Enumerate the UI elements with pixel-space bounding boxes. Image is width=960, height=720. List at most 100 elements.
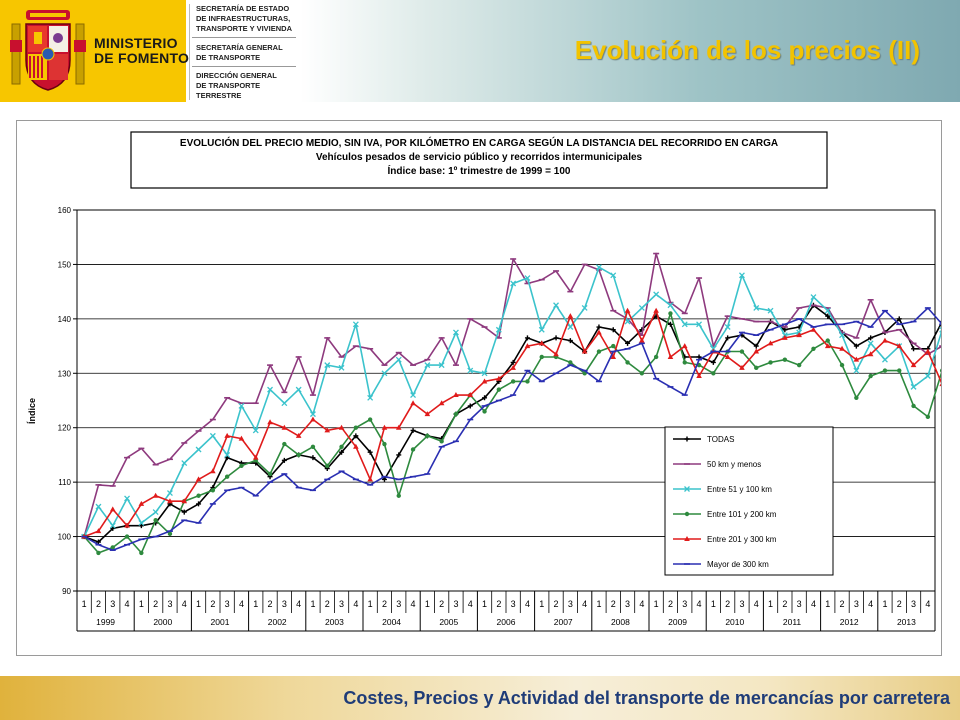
data-point — [581, 348, 588, 354]
data-point — [682, 360, 687, 365]
data-point — [95, 503, 102, 510]
quarter-label: 2 — [840, 599, 845, 609]
data-point — [367, 394, 374, 401]
data-point — [696, 373, 702, 379]
quarter-label: 2 — [611, 599, 616, 609]
quarter-label: 1 — [82, 599, 87, 609]
year-label: 2000 — [153, 617, 172, 627]
data-point — [209, 432, 216, 439]
data-point — [252, 454, 259, 460]
data-point — [939, 326, 941, 333]
data-point — [868, 373, 873, 379]
data-point — [382, 441, 387, 447]
footer-text: Costes, Precios y Actividad del transpor… — [343, 688, 950, 708]
data-point — [310, 444, 316, 449]
data-point — [395, 424, 402, 430]
quarter-label: 4 — [182, 599, 187, 609]
department-3-line-1: DIRECCIÓN GENERAL — [196, 71, 277, 80]
data-point — [210, 488, 216, 493]
data-point — [553, 351, 559, 357]
data-point — [753, 305, 760, 311]
data-point — [910, 362, 917, 368]
data-point — [482, 395, 488, 401]
data-point — [696, 321, 703, 328]
y-tick-label: 120 — [58, 424, 72, 433]
series-line — [83, 304, 941, 543]
data-point — [381, 424, 388, 430]
data-point — [524, 275, 531, 281]
quarter-label: 2 — [668, 599, 673, 609]
data-point — [839, 332, 846, 339]
data-point — [595, 264, 602, 271]
data-point — [109, 506, 116, 512]
year-label: 1999 — [96, 617, 115, 627]
data-point — [567, 338, 573, 344]
y-tick-label: 160 — [58, 206, 72, 215]
quarter-label: 3 — [911, 599, 916, 609]
data-point — [653, 291, 660, 298]
data-point — [453, 411, 459, 417]
data-point — [538, 340, 545, 346]
data-point — [396, 493, 401, 498]
quarter-label: 3 — [797, 599, 802, 609]
data-point — [282, 441, 287, 447]
data-point — [453, 392, 459, 398]
data-point — [867, 340, 874, 347]
data-point — [395, 356, 402, 363]
series-2 — [81, 252, 941, 538]
y-axis: 90 100 110 120 130 140 150 160 — [58, 206, 77, 596]
data-point — [510, 379, 516, 384]
data-point — [224, 455, 230, 461]
year-label: 2008 — [611, 617, 630, 627]
y-tick-label: 100 — [58, 533, 72, 542]
data-point — [667, 353, 674, 359]
year-label: 2005 — [439, 617, 458, 627]
quarter-label: 3 — [282, 599, 287, 609]
data-point — [396, 452, 402, 458]
data-point — [353, 425, 359, 430]
data-point — [725, 335, 731, 341]
data-point — [438, 362, 445, 369]
quarter-label: 3 — [511, 599, 516, 609]
department-1-line-3: TRANSPORTE Y VIVIENDA — [196, 24, 292, 33]
quarter-label: 4 — [468, 599, 473, 609]
data-point — [352, 321, 359, 328]
ministry-name: MINISTERIO DE FOMENTO — [94, 36, 189, 66]
data-point — [195, 446, 202, 453]
series-5 — [81, 307, 941, 539]
data-point — [109, 522, 116, 529]
legend-item-6: Mayor de 300 km — [673, 560, 769, 569]
quarter-label: 4 — [925, 599, 930, 609]
quarter-label: 2 — [554, 599, 559, 609]
legend-label: Entre 201 y 300 km — [707, 535, 777, 544]
data-point — [553, 335, 559, 341]
department-1: SECRETARÍA DE ESTADO DE INFRAESTRUCTURAS… — [196, 4, 292, 34]
data-point — [425, 433, 430, 439]
data-point — [739, 349, 745, 354]
data-point — [539, 354, 544, 360]
year-label: 2011 — [783, 617, 802, 627]
chart-frame: EVOLUCIÓN DEL PRECIO MEDIO, SIN IVA, POR… — [16, 120, 942, 656]
quarter-label: 4 — [582, 599, 587, 609]
year-label: 2012 — [840, 617, 859, 627]
quarter-label: 2 — [96, 599, 101, 609]
data-point — [295, 386, 302, 393]
department-divider — [189, 4, 190, 100]
data-point — [811, 346, 816, 351]
data-point — [424, 411, 431, 417]
quarter-label: 3 — [854, 599, 859, 609]
data-point — [896, 316, 902, 322]
data-point — [568, 360, 573, 365]
data-point — [684, 536, 690, 541]
quarter-label: 3 — [339, 599, 344, 609]
data-point — [239, 463, 244, 469]
quarter-label: 1 — [310, 599, 315, 609]
data-point — [496, 387, 502, 392]
legend-item-5: Entre 201 y 300 km — [673, 535, 777, 544]
data-point — [452, 329, 459, 336]
legend-label: Mayor de 300 km — [707, 560, 769, 569]
crest-area — [0, 0, 186, 102]
data-point — [139, 550, 144, 556]
data-point — [310, 416, 316, 422]
quarter-label: 1 — [768, 599, 773, 609]
